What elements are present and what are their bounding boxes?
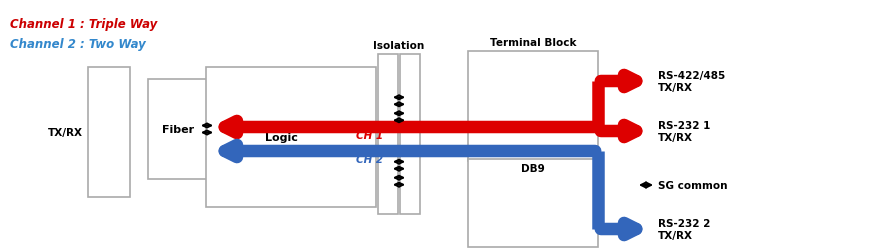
Text: CH 1: CH 1	[356, 130, 383, 140]
Text: Channel 1 : Triple Way: Channel 1 : Triple Way	[10, 18, 157, 31]
Text: RS-422/485
TX/RX: RS-422/485 TX/RX	[657, 71, 725, 92]
Text: RS-232 2
TX/RX: RS-232 2 TX/RX	[657, 218, 710, 240]
Text: RS-232 1
TX/RX: RS-232 1 TX/RX	[657, 121, 710, 142]
Text: Terminal Block: Terminal Block	[489, 38, 575, 48]
Bar	[468, 52, 597, 161]
Bar	[206, 68, 375, 207]
Text: TX/RX: TX/RX	[48, 128, 83, 138]
Bar	[148, 80, 208, 179]
Text: Isolation: Isolation	[373, 41, 424, 51]
Text: CH 2: CH 2	[356, 154, 383, 164]
Text: Fiber: Fiber	[162, 124, 194, 134]
Bar	[88, 68, 129, 197]
Bar	[400, 55, 420, 214]
Text: SG common: SG common	[657, 180, 726, 190]
Text: Channel 2 : Two Way: Channel 2 : Two Way	[10, 38, 146, 51]
Text: Logic: Logic	[264, 132, 297, 142]
Bar	[377, 55, 397, 214]
Bar	[468, 159, 597, 247]
Text: DB9: DB9	[521, 163, 544, 173]
